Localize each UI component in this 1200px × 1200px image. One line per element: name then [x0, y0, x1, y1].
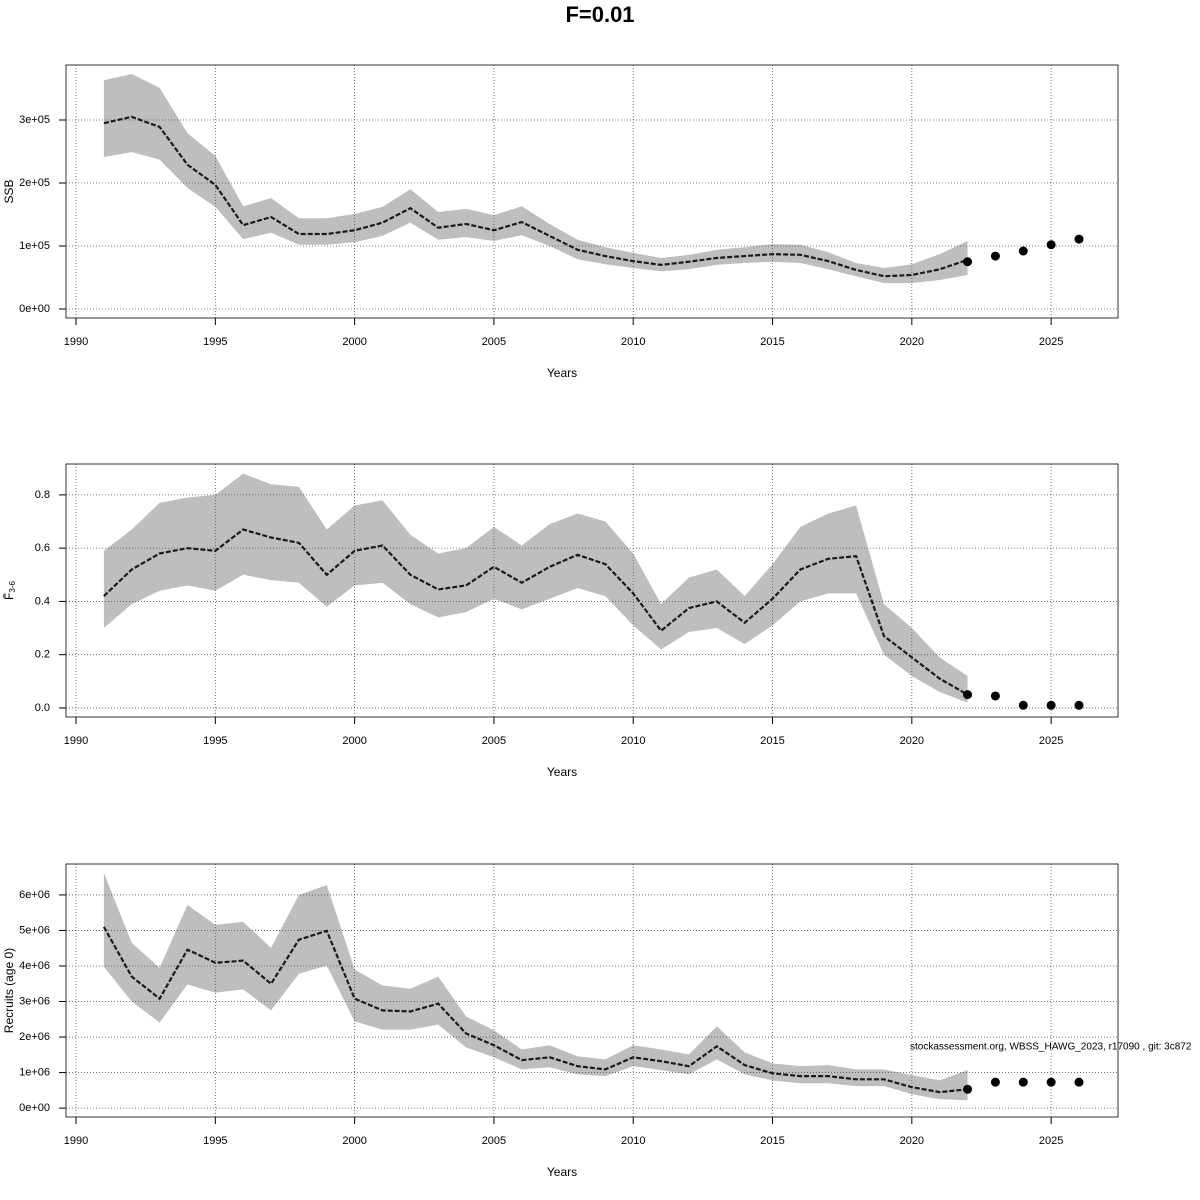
forecast-point	[1018, 1077, 1028, 1087]
confidence-band	[103, 872, 968, 1101]
y-tick-label: 0e+00	[19, 1102, 50, 1114]
y-tick-label: 0.4	[35, 595, 50, 607]
figure-title: F=0.01	[565, 2, 634, 27]
y-axis-label-subscript: 3-6	[8, 580, 17, 592]
x-tick-label: 2015	[760, 735, 784, 747]
y-axis-label: SSB	[2, 179, 16, 203]
y-tick-label: 3e+05	[19, 114, 50, 126]
confidence-band	[103, 473, 968, 703]
x-axis-label: Years	[547, 1165, 577, 1179]
x-tick-label: 2020	[900, 336, 924, 348]
y-tick-label: 0.8	[35, 489, 50, 501]
y-tick-label: 0.6	[35, 542, 50, 554]
forecast-point	[990, 691, 1000, 701]
x-tick-label: 2005	[482, 1135, 506, 1147]
forecast-point	[963, 257, 973, 267]
y-axis-label-main: F̄	[2, 593, 16, 600]
x-axis-label: Years	[547, 765, 577, 779]
y-tick-label: 0e+00	[19, 303, 50, 315]
y-axis-label-main: SSB	[2, 179, 16, 203]
y-tick-label: 0.2	[35, 649, 50, 661]
y-tick-label: 3e+06	[19, 995, 50, 1007]
forecast-point	[1018, 246, 1028, 256]
y-axis-label: F̄3-6	[2, 580, 17, 599]
plot-frame	[65, 863, 1119, 1118]
plot-frame	[65, 463, 1119, 718]
y-tick-label: 1e+05	[19, 240, 50, 252]
y-tick-label: 1e+06	[19, 1066, 50, 1078]
forecast-point	[1046, 1077, 1056, 1087]
x-tick-label: 1990	[64, 336, 88, 348]
forecast-point	[1046, 700, 1056, 710]
estimate-line	[103, 528, 969, 696]
forecast-point	[963, 690, 973, 700]
plot-frame	[65, 64, 1119, 319]
x-axis-label: Years	[547, 366, 577, 380]
y-tick-label: 4e+06	[19, 960, 50, 972]
estimate-line	[103, 115, 968, 278]
x-tick-label: 2015	[760, 1135, 784, 1147]
y-tick-label: 6e+06	[19, 889, 50, 901]
x-tick-label: 2005	[482, 336, 506, 348]
y-tick-label: 2e+06	[19, 1031, 50, 1043]
y-tick-label: 0.0	[35, 702, 50, 714]
x-tick-label: 2005	[482, 735, 506, 747]
y-tick-label: 5e+06	[19, 924, 50, 936]
forecast-point	[1074, 1077, 1084, 1087]
confidence-band	[103, 74, 968, 284]
estimate-line	[102, 926, 968, 1094]
x-tick-label: 2025	[1039, 1135, 1063, 1147]
x-tick-label: 2000	[342, 336, 366, 348]
x-tick-label: 1995	[203, 336, 227, 348]
forecast-point	[990, 251, 1000, 261]
x-tick-label: 2020	[900, 1135, 924, 1147]
forecast-point	[963, 1084, 973, 1094]
x-tick-label: 1995	[203, 1135, 227, 1147]
x-tick-label: 2000	[342, 1135, 366, 1147]
forecast-point	[1074, 234, 1084, 244]
y-axis-label: Recruits (age 0)	[2, 948, 16, 1033]
x-tick-label: 2015	[760, 336, 784, 348]
x-tick-label: 2000	[342, 735, 366, 747]
x-tick-label: 2025	[1039, 336, 1063, 348]
x-tick-label: 2020	[900, 735, 924, 747]
x-tick-label: 2010	[621, 735, 645, 747]
forecast-point	[1046, 240, 1056, 250]
x-tick-label: 2010	[621, 336, 645, 348]
forecast-point	[990, 1077, 1000, 1087]
x-tick-label: 1990	[64, 1135, 88, 1147]
x-tick-label: 1995	[203, 735, 227, 747]
forecast-point	[1074, 700, 1084, 710]
x-tick-label: 2010	[621, 1135, 645, 1147]
x-tick-label: 1990	[64, 735, 88, 747]
x-tick-label: 2025	[1039, 735, 1063, 747]
y-axis-label-main: Recruits (age 0)	[2, 948, 16, 1033]
y-tick-label: 2e+05	[19, 177, 50, 189]
forecast-point	[1018, 700, 1028, 710]
